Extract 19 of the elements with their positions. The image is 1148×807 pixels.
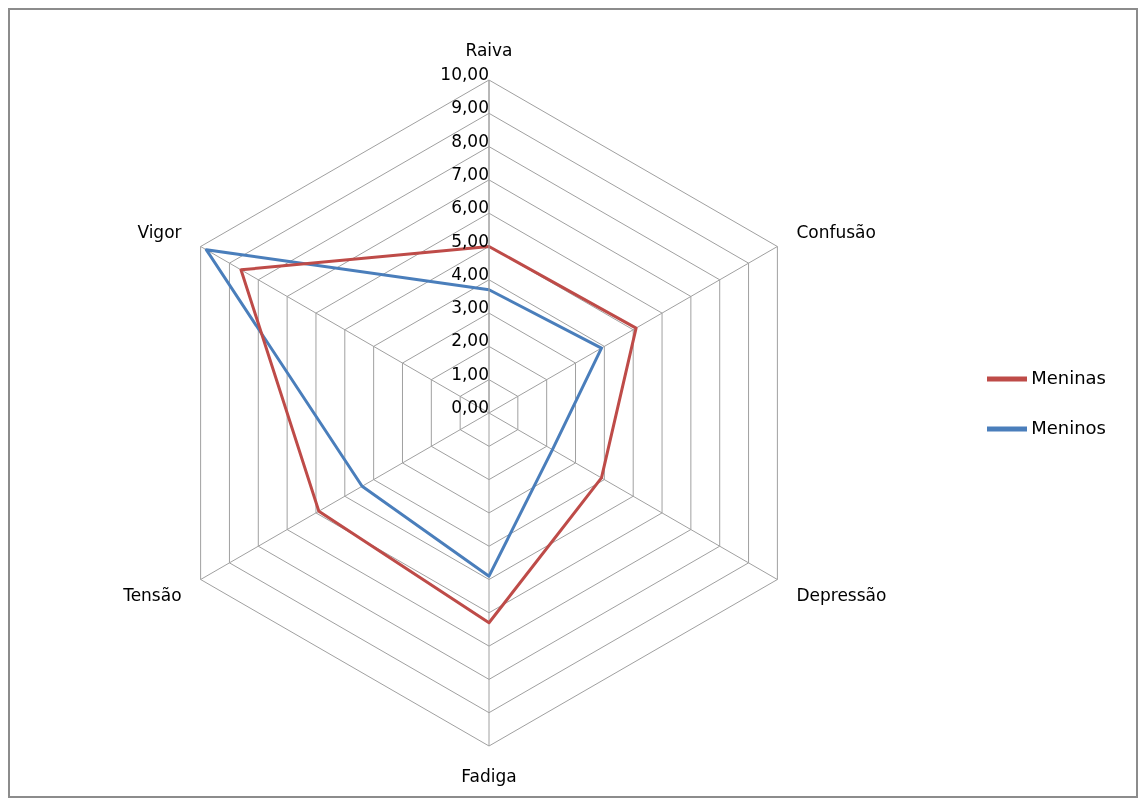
y-tick-label: 8,00 — [451, 130, 489, 151]
spoke-label: Tensão — [122, 584, 182, 605]
spoke-label: Fadiga — [461, 766, 517, 786]
y-tick-label: 3,00 — [451, 297, 489, 318]
y-tick-label: 4,00 — [451, 263, 489, 284]
y-tick-label: 7,00 — [451, 163, 489, 184]
spoke-label: Confusão — [796, 221, 876, 242]
y-tick-label: 0,00 — [451, 397, 489, 417]
y-tick-label: 5,00 — [451, 230, 489, 251]
legend-label: Meninos — [1031, 417, 1106, 438]
spoke-label: Vigor — [137, 221, 182, 242]
y-tick-label: 6,00 — [451, 197, 489, 218]
y-tick-label: 9,00 — [451, 97, 489, 118]
y-tick-label: 2,00 — [451, 330, 489, 351]
spoke-label: Raiva — [465, 40, 513, 60]
y-tick-label: 1,00 — [451, 363, 489, 384]
spoke-label: Depressão — [796, 584, 887, 605]
legend-label: Meninas — [1031, 367, 1106, 388]
y-tick-label: 10,00 — [440, 64, 489, 84]
